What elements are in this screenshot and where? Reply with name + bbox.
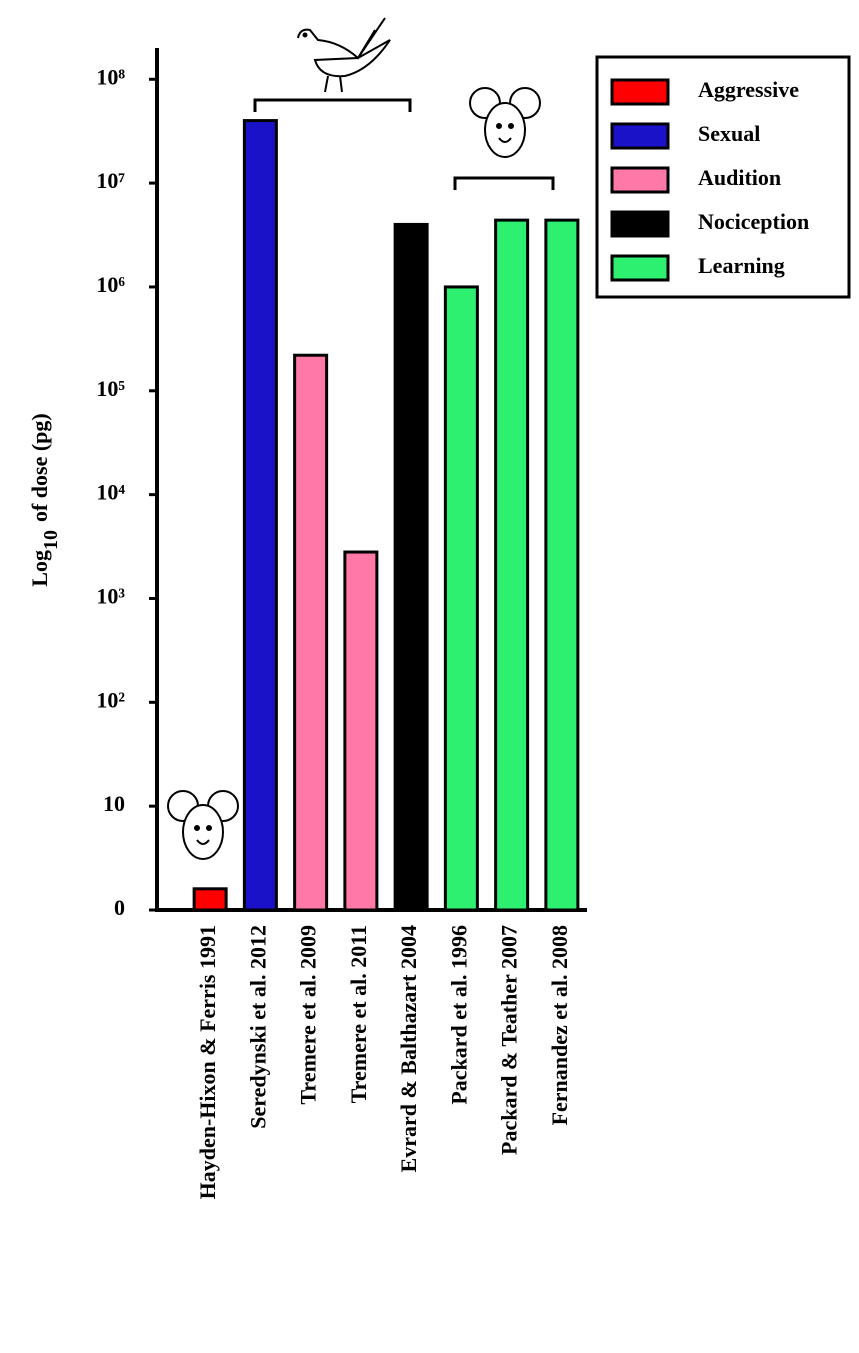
mouse-icon bbox=[168, 791, 238, 859]
x-tick-label: Hayden-Hixon & Ferris 1991 bbox=[195, 925, 220, 1199]
legend-swatch bbox=[612, 124, 668, 148]
bird-icon bbox=[298, 18, 390, 92]
x-tick-label: Tremere et al. 2009 bbox=[296, 925, 321, 1105]
y-tick-label: 10⁴ bbox=[96, 480, 125, 505]
x-tick-label: Packard & Teather 2007 bbox=[497, 925, 522, 1155]
y-tick-label: 10⁸ bbox=[96, 64, 125, 89]
bracket bbox=[255, 100, 410, 112]
bracket bbox=[455, 178, 553, 190]
y-axis-title-part: of dose (pg) bbox=[27, 413, 52, 522]
y-tick-label: 0 bbox=[114, 895, 125, 920]
y-axis-title-sub: 10 bbox=[40, 530, 62, 550]
legend-swatch bbox=[612, 256, 668, 280]
bar bbox=[244, 121, 276, 910]
y-axis-title: Log10 of dose (pg) bbox=[27, 413, 62, 586]
y-tick-label: 10⁷ bbox=[96, 168, 125, 193]
bar bbox=[395, 224, 427, 910]
legend-label: Nociception bbox=[698, 209, 809, 234]
bar bbox=[546, 220, 578, 910]
bar bbox=[496, 220, 528, 910]
x-tick-label: Fernandez et al. 2008 bbox=[547, 925, 572, 1125]
legend-swatch bbox=[612, 168, 668, 192]
bar bbox=[345, 552, 377, 910]
x-tick-label: Packard et al. 1996 bbox=[446, 925, 471, 1105]
y-tick-label: 10⁶ bbox=[96, 272, 125, 297]
legend-label: Aggressive bbox=[698, 77, 799, 102]
y-tick-label: 10³ bbox=[96, 584, 125, 609]
legend-label: Audition bbox=[698, 165, 781, 190]
bar bbox=[194, 889, 226, 910]
bar bbox=[445, 287, 477, 910]
x-tick-label: Evrard & Balthazart 2004 bbox=[396, 925, 421, 1172]
x-tick-label: Seredynski et al. 2012 bbox=[245, 925, 270, 1129]
legend-swatch bbox=[612, 212, 668, 236]
bar bbox=[295, 355, 327, 910]
legend-label: Learning bbox=[698, 253, 785, 278]
y-tick-label: 10⁵ bbox=[96, 376, 125, 401]
x-tick-label: Tremere et al. 2011 bbox=[346, 925, 371, 1103]
y-tick-label: 10² bbox=[96, 687, 125, 712]
chart: Log10of dose (pg) 01010²10³10⁴10⁵10⁶10⁷1… bbox=[0, 0, 859, 1353]
legend-swatch bbox=[612, 80, 668, 104]
y-axis-title-part: Log bbox=[27, 550, 52, 587]
mouse-icon bbox=[470, 88, 540, 157]
legend-label: Sexual bbox=[698, 121, 760, 146]
y-tick-label: 10 bbox=[103, 791, 125, 816]
